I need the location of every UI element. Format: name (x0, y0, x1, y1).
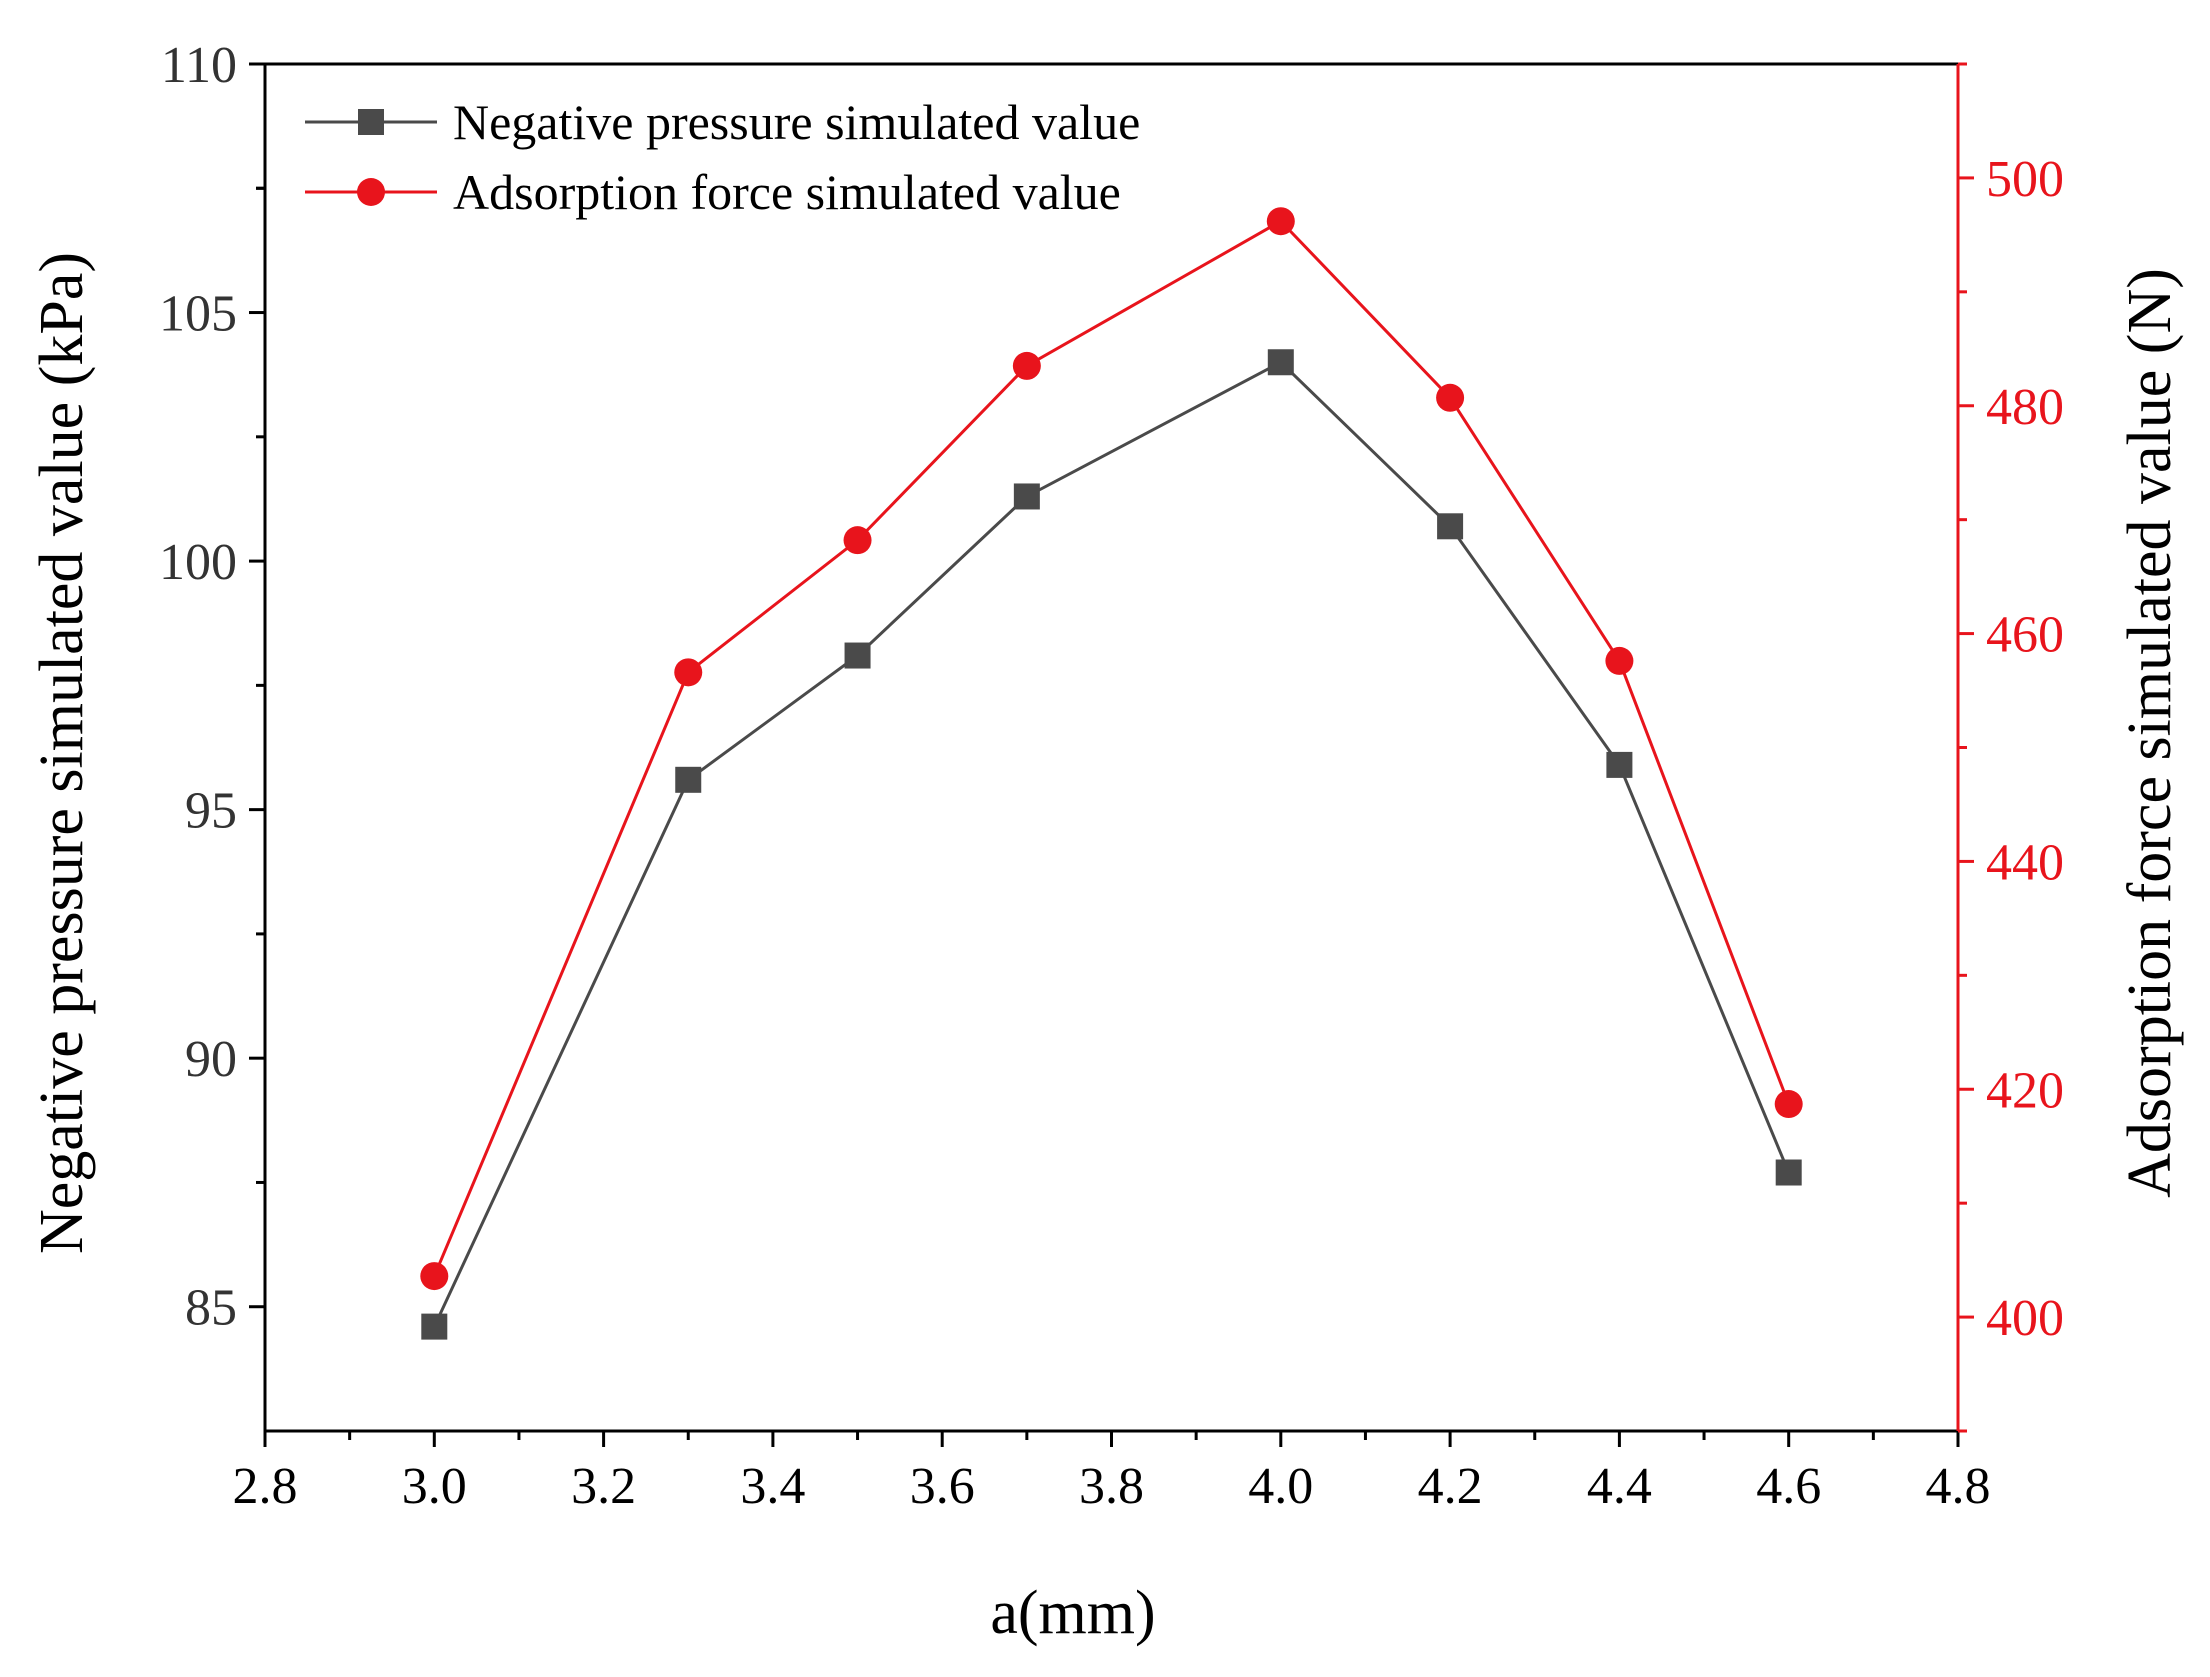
y-right-tick-label: 460 (1986, 607, 2064, 664)
legend-marker-2 (357, 178, 385, 206)
legend-label-2: Adsorption force simulated value (453, 164, 1121, 220)
series-2-point (420, 1262, 449, 1291)
y-left-tick-label: 100 (159, 534, 237, 591)
series-1-point (1013, 483, 1040, 510)
legend-marker-1 (358, 109, 384, 135)
x-tick-label: 2.8 (233, 1458, 298, 1515)
series-2-point (1774, 1090, 1803, 1119)
series-1-point (1606, 751, 1633, 778)
x-tick-label: 3.8 (1079, 1458, 1144, 1515)
y-right-tick-label: 480 (1986, 379, 2064, 436)
y-left-tick-label: 95 (185, 783, 237, 840)
y-axis-right-title: Adsorption force simulated value (N) (2116, 268, 2184, 1198)
y-right-tick-label: 400 (1986, 1290, 2064, 1347)
series-2-point (1012, 351, 1041, 380)
series-1-point (844, 642, 871, 669)
x-tick-label: 3.2 (571, 1458, 636, 1515)
series-1-point (675, 766, 702, 793)
x-tick-label: 4.6 (1756, 1458, 1821, 1515)
y-left-tick-label: 85 (185, 1280, 237, 1337)
y-right-tick-label: 440 (1986, 834, 2064, 891)
series-2-point (674, 658, 703, 687)
series-layer (420, 207, 1803, 1340)
x-tick-label: 3.6 (910, 1458, 975, 1515)
series-1-point (1267, 349, 1294, 376)
y-left-tick-label: 105 (159, 286, 237, 343)
x-axis-title: a(mm) (990, 1579, 1155, 1647)
series-2-point (843, 526, 872, 555)
x-tick-label: 3.4 (740, 1458, 805, 1515)
series-1-point (1775, 1159, 1802, 1186)
axes: 2.8 3.0 3.2 3.4 3.6 3.8 4.0 4.2 4.4 4.6 4.8 85 90 95 1… (159, 37, 2064, 1515)
y-axis-left-title: Negative pressure simulated value (kPa) (28, 252, 96, 1254)
y-left-tick-label: 110 (161, 37, 237, 94)
y-right-tick-label: 500 (1986, 151, 2064, 208)
series-line-2 (432, 219, 1791, 1277)
y-right-tick-label: 420 (1986, 1062, 2064, 1119)
series-2-point (1605, 646, 1634, 675)
series-1-point (1437, 513, 1464, 540)
x-tick-label: 4.0 (1248, 1458, 1313, 1515)
x-tick-label: 3.0 (402, 1458, 467, 1515)
x-tick-label: 4.8 (1926, 1458, 1991, 1515)
series-2-point (1436, 383, 1465, 412)
x-tick-label: 4.4 (1587, 1458, 1652, 1515)
legend: Negative pressure simulated value Adsorpt… (305, 94, 1140, 220)
legend-label-1: Negative pressure simulated value (453, 94, 1140, 150)
series-2-point (1266, 207, 1295, 236)
y-left-tick-label: 90 (185, 1031, 237, 1088)
series-1-point (421, 1313, 448, 1340)
x-tick-label: 4.2 (1418, 1458, 1483, 1515)
series-line-1 (432, 360, 1791, 1328)
